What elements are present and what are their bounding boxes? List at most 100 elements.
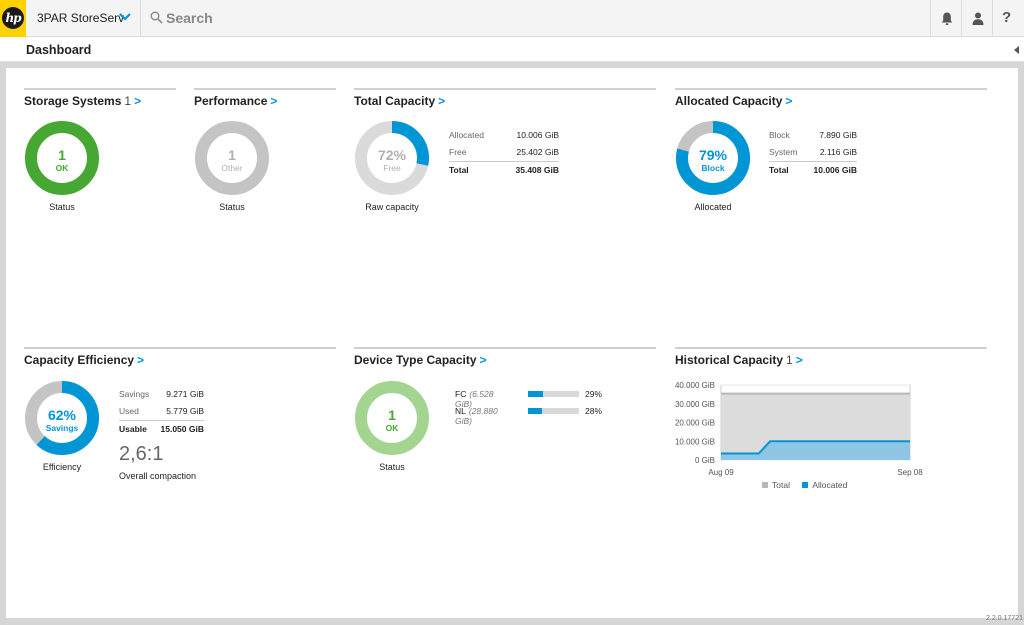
total-capacity-row-allocated: Allocated 10.006 GiB bbox=[449, 127, 559, 144]
legend-label: Allocated bbox=[812, 480, 848, 490]
performance-donut-label: Other bbox=[221, 163, 242, 173]
performance-title-text: Performance bbox=[194, 94, 268, 108]
storage-systems-link-arrow[interactable]: > bbox=[134, 94, 142, 108]
capacity-efficiency-row-used: Used 5.779 GiB bbox=[119, 403, 204, 420]
dashboard-content bbox=[6, 68, 1018, 618]
storage-systems-donut[interactable]: 1 OK bbox=[24, 120, 100, 196]
y-tick-label: 20.000 GiB bbox=[675, 419, 715, 428]
total-capacity-details: Allocated 10.006 GiB Free 25.402 GiB Tot… bbox=[449, 127, 559, 178]
allocated-capacity-link-arrow[interactable]: > bbox=[785, 94, 793, 108]
device-type-capacity-caption: Status bbox=[379, 462, 405, 472]
device-type-donut-value: 1 bbox=[388, 407, 396, 423]
row-value: 10.006 GiB bbox=[813, 165, 857, 175]
divider bbox=[961, 0, 962, 37]
performance-donut[interactable]: 1 Other bbox=[194, 120, 270, 196]
device-type-capacity-donut[interactable]: 1 OK bbox=[354, 380, 430, 456]
row-label: Savings bbox=[119, 389, 150, 399]
row-value: 25.402 GiB bbox=[516, 147, 559, 157]
allocated-capacity-title[interactable]: Allocated Capacity > bbox=[675, 94, 792, 108]
allocated-area bbox=[721, 441, 910, 460]
storage-systems-title-text: Storage Systems bbox=[24, 94, 122, 108]
y-tick-label: 0 GiB bbox=[695, 456, 715, 465]
performance-donut-value: 1 bbox=[228, 147, 236, 163]
search-icon bbox=[150, 11, 163, 24]
row-value: 2.116 GiB bbox=[819, 147, 857, 157]
chevron-down-icon[interactable] bbox=[118, 10, 132, 24]
app-name[interactable]: 3PAR StoreServ bbox=[37, 11, 125, 25]
row-value: 9.271 GiB bbox=[166, 389, 204, 399]
total-capacity-donut[interactable]: 72% Free bbox=[354, 120, 430, 196]
panel-historical-capacity: Historical Capacity 1 > bbox=[675, 347, 987, 367]
allocated-capacity-donut[interactable]: 79% Block bbox=[675, 120, 751, 196]
historical-capacity-chart[interactable]: 40.000 GiB 30.000 GiB 20.000 GiB 10.000 GiB… bbox=[675, 374, 945, 494]
device-bar bbox=[528, 408, 579, 414]
allocated-capacity-row-total: Total 10.006 GiB bbox=[769, 161, 857, 178]
storage-systems-title[interactable]: Storage Systems 1 > bbox=[24, 94, 141, 108]
device-type-donut-label: OK bbox=[386, 423, 400, 433]
row-label: Allocated bbox=[449, 130, 484, 140]
capacity-efficiency-donut-label: Savings bbox=[46, 423, 79, 433]
compaction-ratio: 2,6:1 bbox=[119, 443, 164, 465]
total-capacity-donut-label: Free bbox=[383, 163, 401, 173]
allocated-capacity-details: Block 7.890 GiB System 2.116 GiB Total 1… bbox=[769, 127, 857, 178]
row-value: 10.006 GiB bbox=[516, 130, 559, 140]
allocated-capacity-row-block: Block 7.890 GiB bbox=[769, 127, 857, 144]
divider bbox=[992, 0, 993, 37]
panel-device-type-capacity: Device Type Capacity > bbox=[354, 347, 656, 367]
bell-icon[interactable] bbox=[940, 11, 954, 26]
total-capacity-donut-value: 72% bbox=[378, 147, 407, 163]
performance-link-arrow[interactable]: > bbox=[270, 94, 278, 108]
device-percent: 28% bbox=[585, 406, 603, 416]
row-label: Usable bbox=[119, 424, 147, 434]
panel-allocated-capacity: Allocated Capacity > bbox=[675, 88, 987, 108]
capacity-efficiency-link-arrow[interactable]: > bbox=[137, 353, 145, 367]
capacity-efficiency-title-text: Capacity Efficiency bbox=[24, 353, 135, 367]
device-size: (28.880 GiB) bbox=[455, 406, 498, 426]
capacity-efficiency-donut-value: 62% bbox=[48, 407, 77, 423]
total-capacity-title-text: Total Capacity bbox=[354, 94, 436, 108]
collapse-panel-icon[interactable] bbox=[1014, 46, 1019, 54]
storage-systems-caption: Status bbox=[49, 202, 75, 212]
panel-capacity-efficiency: Capacity Efficiency > bbox=[24, 347, 336, 367]
version-label: 2.2.0.17721 bbox=[986, 615, 1023, 622]
panel-storage-systems: Storage Systems 1 > bbox=[24, 88, 176, 108]
allocated-capacity-title-text: Allocated Capacity bbox=[675, 94, 783, 108]
user-icon[interactable] bbox=[971, 11, 985, 26]
search-input[interactable] bbox=[166, 8, 366, 28]
capacity-efficiency-donut[interactable]: 62% Savings bbox=[24, 380, 100, 456]
total-capacity-link-arrow[interactable]: > bbox=[438, 94, 446, 108]
row-value: 5.779 GiB bbox=[166, 406, 204, 416]
x-tick-label: Aug 09 bbox=[708, 468, 734, 477]
allocated-capacity-donut-label: Block bbox=[701, 163, 724, 173]
device-type-capacity-link-arrow[interactable]: > bbox=[479, 353, 487, 367]
device-name: NL bbox=[455, 406, 466, 416]
historical-capacity-link-arrow[interactable]: > bbox=[795, 353, 803, 367]
legend-swatch bbox=[802, 482, 809, 488]
row-label: System bbox=[769, 147, 798, 157]
help-icon[interactable]: ? bbox=[1002, 9, 1012, 26]
historical-capacity-title[interactable]: Historical Capacity 1 > bbox=[675, 353, 803, 367]
storage-systems-donut-label: OK bbox=[56, 163, 70, 173]
legend-item-total[interactable]: Total bbox=[762, 480, 790, 490]
panel-performance: Performance > bbox=[194, 88, 336, 108]
capacity-efficiency-title[interactable]: Capacity Efficiency > bbox=[24, 353, 144, 367]
total-capacity-row-total: Total 35.408 GiB bbox=[449, 161, 559, 178]
hp-logo[interactable]: hp bbox=[0, 0, 26, 37]
performance-title[interactable]: Performance > bbox=[194, 94, 277, 108]
capacity-efficiency-row-usable: Usable 15.050 GiB bbox=[119, 420, 204, 437]
storage-systems-donut-value: 1 bbox=[58, 147, 66, 163]
divider bbox=[140, 0, 141, 37]
total-capacity-title[interactable]: Total Capacity > bbox=[354, 94, 445, 108]
capacity-efficiency-details: Savings 9.271 GiB Used 5.779 GiB Usable … bbox=[119, 386, 204, 437]
capacity-efficiency-caption: Efficiency bbox=[42, 462, 82, 472]
device-name: FC bbox=[455, 389, 467, 399]
row-label: Total bbox=[449, 165, 469, 175]
page-title-bar: Dashboard bbox=[0, 38, 1024, 62]
device-type-capacity-title[interactable]: Device Type Capacity > bbox=[354, 353, 487, 367]
performance-caption: Status bbox=[219, 202, 245, 212]
allocated-line bbox=[721, 440, 910, 455]
allocated-capacity-caption: Allocated bbox=[694, 202, 732, 212]
device-bar bbox=[528, 391, 579, 397]
row-value: 15.050 GiB bbox=[160, 424, 204, 434]
legend-item-allocated[interactable]: Allocated bbox=[802, 480, 847, 490]
